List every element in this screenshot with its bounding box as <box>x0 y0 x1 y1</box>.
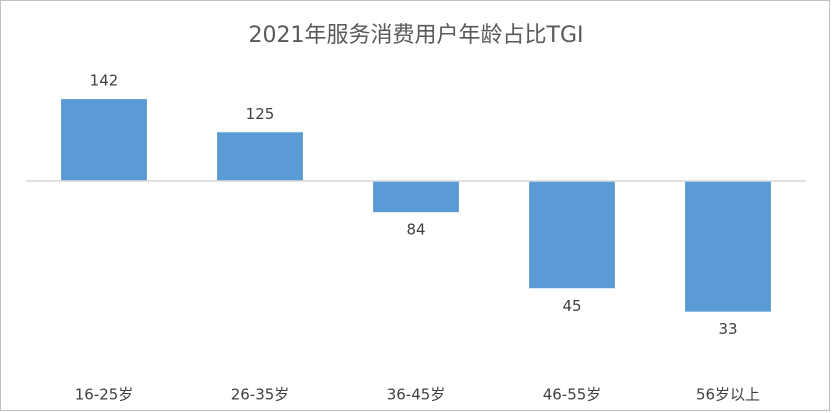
x-tick-label: 16-25岁 <box>75 386 134 404</box>
bar <box>373 181 459 213</box>
chart-title: 2021年服务消费用户年龄占比TGI <box>249 23 584 48</box>
x-tick-label: 26-35岁 <box>231 386 290 404</box>
data-label: 142 <box>90 72 119 90</box>
data-label: 125 <box>246 105 275 123</box>
bar <box>217 132 303 181</box>
bar <box>685 181 771 312</box>
bar <box>61 99 147 181</box>
data-label: 84 <box>406 221 425 239</box>
bar <box>529 181 615 289</box>
data-label: 45 <box>562 297 581 315</box>
x-tick-label: 46-55岁 <box>543 386 602 404</box>
data-label: 33 <box>718 320 737 338</box>
x-tick-label: 36-45岁 <box>387 386 446 404</box>
x-tick-label: 56岁以上 <box>696 386 760 404</box>
